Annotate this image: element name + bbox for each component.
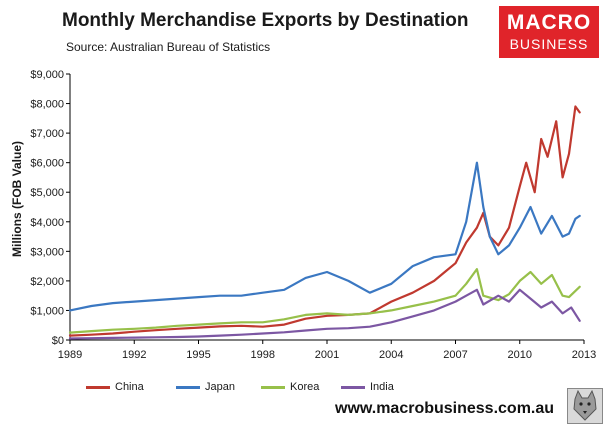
legend-swatch-india <box>341 385 365 389</box>
x-tick-label: 2007 <box>443 349 467 361</box>
website-link[interactable]: www.macrobusiness.com.au <box>335 400 555 417</box>
y-tick-label: $3,000 <box>30 246 64 258</box>
logo-line-1: MACRO <box>506 11 592 34</box>
legend-item-japan: Japan <box>176 381 235 393</box>
y-tick-label: $7,000 <box>30 128 64 140</box>
axes: $0 $1,000 $2,000 $3,000 $4,000 $5,000 $6,000 $7… <box>30 69 596 361</box>
legend-item-india: India <box>341 381 394 393</box>
y-tick-label: $9,000 <box>30 69 64 81</box>
wolf-mascot-icon <box>567 388 603 424</box>
y-tick-label: $5,000 <box>30 187 64 199</box>
x-tick-label: 2004 <box>379 349 403 361</box>
legend-item-china: China <box>86 381 144 393</box>
x-tick-label: 1989 <box>58 349 82 361</box>
x-tick-label: 2013 <box>572 349 596 361</box>
y-tick-label: $4,000 <box>30 217 64 229</box>
macrobusiness-logo: MACRO BUSINESS <box>499 6 599 58</box>
x-tick-label: 2010 <box>508 349 532 361</box>
x-tick-label: 2001 <box>315 349 339 361</box>
legend-label-japan: Japan <box>205 381 235 393</box>
x-tick-label: 1995 <box>186 349 210 361</box>
y-tick-label: $8,000 <box>30 99 64 111</box>
y-tick-label: $0 <box>52 335 64 347</box>
legend-swatch-korea <box>261 385 285 389</box>
legend-label-india: India <box>370 381 394 393</box>
legend-swatch-japan <box>176 385 200 389</box>
y-tick-label: $1,000 <box>30 305 64 317</box>
legend-label-korea: Korea <box>290 381 320 393</box>
legend: China Japan Korea India <box>86 378 516 400</box>
series-line-korea <box>68 268 581 334</box>
chart-title: Monthly Merchandise Exports by Destinati… <box>62 10 469 31</box>
chart-source: Source: Australian Bureau of Statistics <box>66 40 271 54</box>
series-line-china <box>68 105 581 337</box>
y-tick-label: $2,000 <box>30 276 64 288</box>
logo-line-2: BUSINESS <box>509 36 589 52</box>
series-lines <box>68 105 581 340</box>
series-line-india <box>68 288 581 340</box>
y-tick-label: $6,000 <box>30 158 64 170</box>
legend-swatch-china <box>86 385 110 389</box>
series-line-japan <box>68 161 581 312</box>
x-tick-label: 1998 <box>251 349 275 361</box>
legend-label-china: China <box>115 381 144 393</box>
x-tick-label: 1992 <box>122 349 146 361</box>
legend-item-korea: Korea <box>261 381 319 393</box>
